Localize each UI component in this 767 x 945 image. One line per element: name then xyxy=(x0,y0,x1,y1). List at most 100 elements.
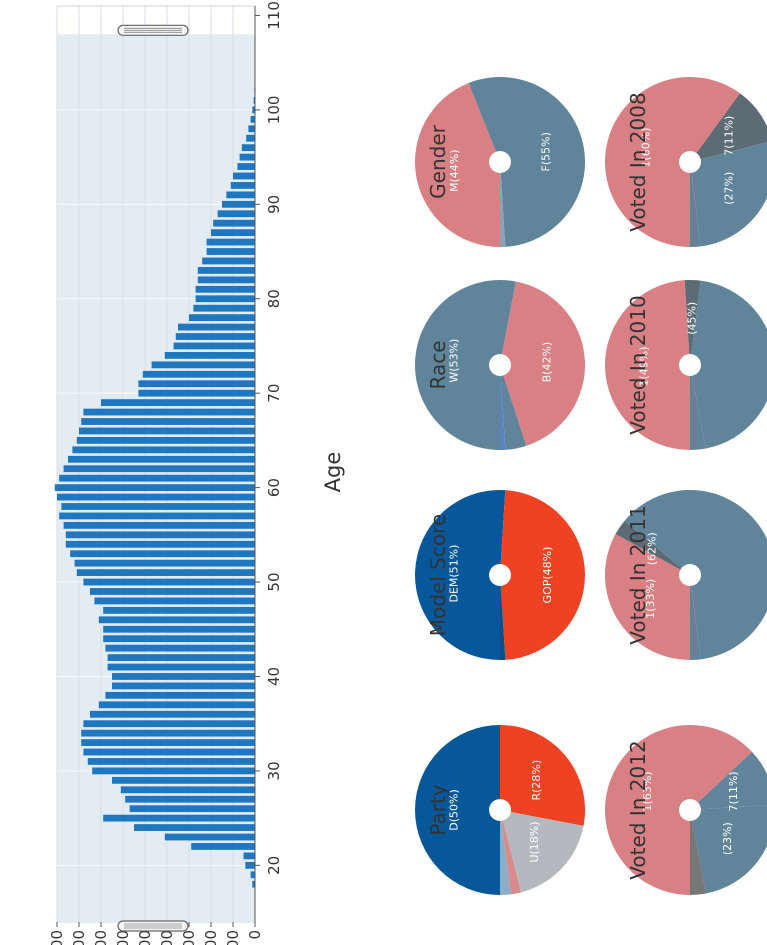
age-bar[interactable] xyxy=(107,654,255,661)
pie-slice[interactable] xyxy=(415,725,500,895)
age-bar[interactable] xyxy=(72,446,256,454)
pie-slice[interactable] xyxy=(500,810,511,895)
age-bar[interactable] xyxy=(241,144,255,152)
pie-slice[interactable] xyxy=(690,751,767,810)
pie-slice[interactable] xyxy=(690,365,706,450)
age-bar[interactable] xyxy=(105,644,256,652)
age-bar[interactable] xyxy=(112,673,255,680)
age-bar[interactable] xyxy=(70,550,255,558)
age-bar[interactable] xyxy=(250,115,255,123)
pie-slice[interactable] xyxy=(500,490,586,660)
pie-slice[interactable] xyxy=(415,490,506,660)
age-bar[interactable] xyxy=(65,540,255,548)
age-bar[interactable] xyxy=(76,436,255,444)
age-bar[interactable] xyxy=(112,682,255,690)
age-bar[interactable] xyxy=(217,210,255,218)
age-bar[interactable] xyxy=(173,342,255,350)
age-bar[interactable] xyxy=(81,418,255,425)
age-bar[interactable] xyxy=(195,285,255,293)
age-bar[interactable] xyxy=(63,465,255,473)
pie-slice[interactable] xyxy=(468,77,586,247)
age-bar[interactable] xyxy=(178,323,255,331)
age-bar[interactable] xyxy=(83,408,256,416)
age-bar[interactable] xyxy=(211,229,255,237)
pie-slice[interactable] xyxy=(690,93,767,162)
age-bar[interactable] xyxy=(74,559,255,567)
pie-slice[interactable] xyxy=(500,365,527,450)
age-bar[interactable] xyxy=(103,814,255,822)
age-bar[interactable] xyxy=(233,172,255,180)
age-bar[interactable] xyxy=(252,106,255,114)
pie-slice[interactable] xyxy=(690,575,701,660)
age-bar[interactable] xyxy=(68,455,255,463)
age-bar[interactable] xyxy=(250,871,255,879)
age-bar[interactable] xyxy=(59,474,256,482)
age-bar[interactable] xyxy=(81,739,255,746)
age-bar[interactable] xyxy=(134,824,255,831)
age-bar[interactable] xyxy=(76,569,255,576)
pie-slice[interactable] xyxy=(500,281,586,446)
age-bar[interactable] xyxy=(83,578,256,586)
age-bar[interactable] xyxy=(81,729,255,737)
pie-slice[interactable] xyxy=(500,575,506,660)
pie-slice[interactable] xyxy=(690,141,767,247)
age-bar[interactable] xyxy=(189,314,255,322)
age-bar[interactable] xyxy=(125,795,255,803)
age-bar[interactable] xyxy=(164,833,255,841)
pie-slice[interactable] xyxy=(615,520,690,575)
age-bar[interactable] xyxy=(195,295,255,303)
age-bar[interactable] xyxy=(101,399,255,407)
age-bar[interactable] xyxy=(226,191,255,199)
age-bar[interactable] xyxy=(197,276,255,284)
pie-slice[interactable] xyxy=(500,810,584,893)
age-bar[interactable] xyxy=(202,257,255,265)
age-bar[interactable] xyxy=(87,758,255,765)
age-bar[interactable] xyxy=(90,588,255,595)
age-bar[interactable] xyxy=(253,97,255,104)
age-bar[interactable] xyxy=(103,635,255,643)
brush-handle-top[interactable] xyxy=(117,24,189,36)
age-bar[interactable] xyxy=(138,380,255,388)
age-bar[interactable] xyxy=(248,125,255,133)
pie-slice[interactable] xyxy=(500,810,522,895)
age-bar[interactable] xyxy=(164,352,255,359)
age-bar[interactable] xyxy=(120,786,255,794)
pie-slice[interactable] xyxy=(690,805,767,894)
pie-slice[interactable] xyxy=(690,162,701,247)
pie-slice[interactable] xyxy=(690,280,767,449)
age-bar[interactable] xyxy=(57,493,255,501)
age-bar[interactable] xyxy=(98,701,255,709)
brush-handle-bottom[interactable] xyxy=(117,920,189,932)
age-bar[interactable] xyxy=(103,606,255,614)
age-bar[interactable] xyxy=(90,710,255,718)
age-bar[interactable] xyxy=(112,776,255,784)
age-bar[interactable] xyxy=(222,200,255,208)
pie-slice[interactable] xyxy=(415,280,516,450)
pie-slice[interactable] xyxy=(605,534,690,660)
age-bar[interactable] xyxy=(54,484,255,492)
age-bar[interactable] xyxy=(230,182,255,189)
age-bar[interactable] xyxy=(175,333,255,340)
age-bar[interactable] xyxy=(94,597,256,605)
pie-slice[interactable] xyxy=(605,725,752,895)
age-bar[interactable] xyxy=(245,861,255,869)
age-bar[interactable] xyxy=(243,852,255,860)
age-bar[interactable] xyxy=(63,521,255,529)
age-bar[interactable] xyxy=(98,616,255,624)
age-bar[interactable] xyxy=(206,248,255,255)
pie-slice[interactable] xyxy=(684,280,701,365)
age-bar[interactable] xyxy=(197,267,255,274)
pie-slice[interactable] xyxy=(415,82,500,248)
age-bar[interactable] xyxy=(103,625,255,633)
age-bar[interactable] xyxy=(138,389,255,397)
age-bar[interactable] xyxy=(61,503,256,510)
age-bar[interactable] xyxy=(105,691,256,699)
age-bar[interactable] xyxy=(252,880,255,888)
age-bar[interactable] xyxy=(107,663,255,671)
pie-slice[interactable] xyxy=(690,810,706,895)
age-bar[interactable] xyxy=(239,153,255,161)
age-bar[interactable] xyxy=(191,843,255,850)
pie-slice[interactable] xyxy=(604,280,690,450)
age-bar[interactable] xyxy=(206,238,255,246)
age-bar[interactable] xyxy=(79,427,255,435)
